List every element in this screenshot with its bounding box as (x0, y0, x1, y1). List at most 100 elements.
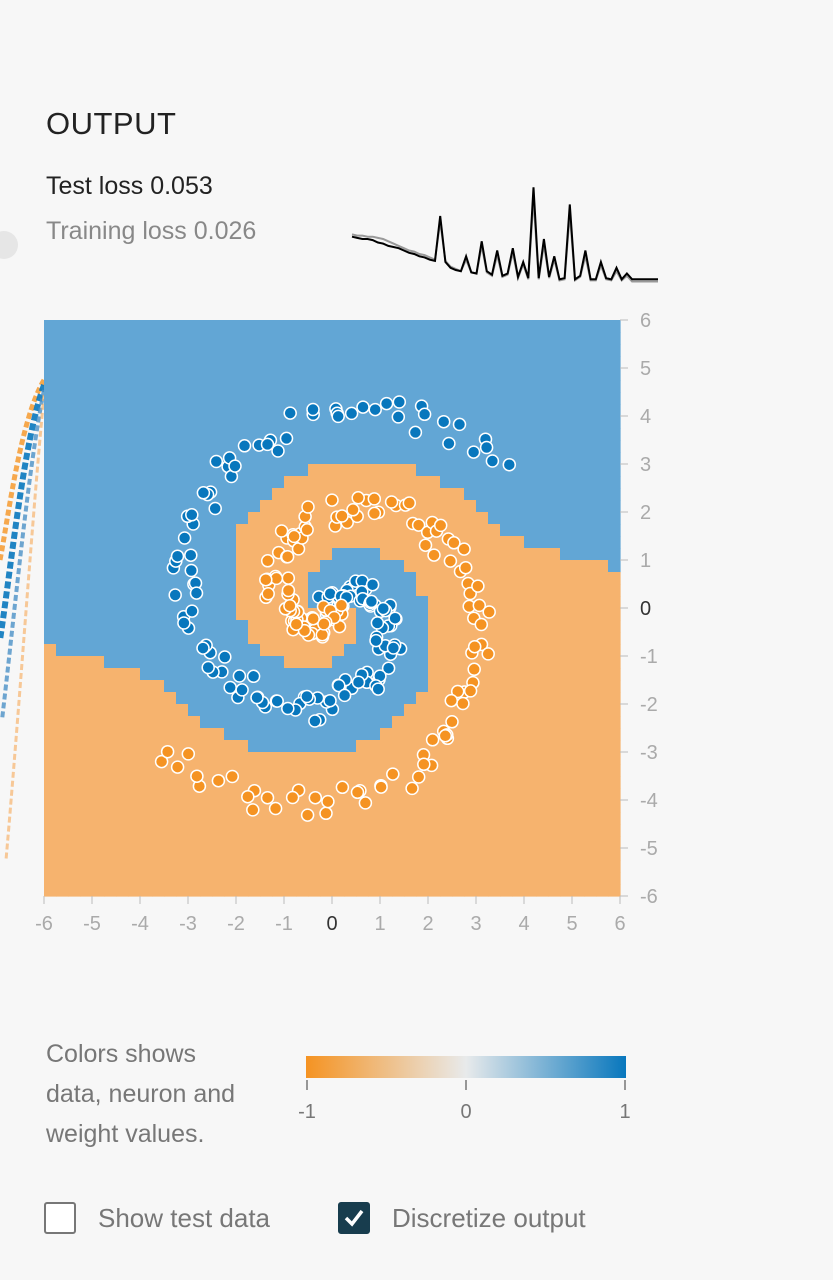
region-cell (188, 356, 201, 369)
region-cell (548, 848, 561, 861)
region-cell (92, 656, 105, 669)
region-cell (452, 584, 465, 597)
region-cell (356, 440, 369, 453)
region-cell (56, 560, 69, 573)
orange-data-point (301, 500, 315, 514)
region-cell (116, 788, 129, 801)
region-cell (260, 380, 273, 393)
region-cell (116, 380, 129, 393)
region-cell (488, 584, 501, 597)
region-cell (68, 716, 81, 729)
region-cell (548, 512, 561, 525)
region-cell (584, 536, 597, 549)
region-cell (452, 668, 465, 681)
region-cell (344, 476, 357, 489)
region-cell (212, 548, 225, 561)
region-cell (44, 632, 57, 645)
region-cell (476, 548, 489, 561)
region-cell (512, 356, 525, 369)
region-cell (284, 452, 297, 465)
region-cell (320, 884, 333, 897)
region-cell (236, 752, 249, 765)
region-cell (452, 380, 465, 393)
region-cell (236, 572, 249, 585)
region-cell (68, 368, 81, 381)
region-cell (272, 788, 285, 801)
region-cell (584, 380, 597, 393)
show-test-data-checkbox[interactable] (44, 1202, 76, 1234)
region-cell (272, 392, 285, 405)
region-cell (428, 416, 441, 429)
region-cell (536, 860, 549, 873)
region-cell (56, 656, 69, 669)
region-cell (572, 644, 585, 657)
region-cell (176, 500, 189, 513)
region-cell (128, 344, 141, 357)
region-cell (116, 368, 129, 381)
blue-data-point (479, 440, 494, 455)
region-cell (440, 764, 453, 777)
region-cell (608, 596, 621, 609)
region-cell (320, 836, 333, 849)
region-cell (44, 488, 57, 501)
orange-data-point (170, 760, 185, 774)
blue-data-point (332, 678, 346, 693)
region-cell (308, 572, 321, 585)
discretize-output-toggle[interactable]: Discretize output (338, 1200, 586, 1236)
region-cell (44, 644, 57, 657)
region-cell (380, 560, 393, 573)
region-cell (80, 692, 93, 705)
region-cell (536, 440, 549, 453)
region-cell (92, 848, 105, 861)
region-cell (428, 320, 441, 333)
region-cell (80, 416, 93, 429)
region-cell (596, 596, 609, 609)
orange-data-point (402, 496, 417, 510)
blue-data-point (228, 459, 242, 473)
region-cell (380, 368, 393, 381)
region-cell (128, 368, 141, 381)
region-cell (500, 416, 513, 429)
region-cell (92, 332, 105, 345)
region-cell (368, 884, 381, 897)
region-cell (92, 692, 105, 705)
region-cell (92, 320, 105, 333)
region-cell (56, 512, 69, 525)
region-cell (332, 560, 345, 573)
region-cell (356, 560, 369, 573)
region-cell (200, 416, 213, 429)
region-cell (80, 344, 93, 357)
region-cell (320, 452, 333, 465)
region-cell (476, 824, 489, 837)
region-cell (500, 812, 513, 825)
blue-data-point (442, 436, 456, 451)
region-cell (428, 692, 441, 705)
region-cell (320, 332, 333, 345)
blue-data-point (232, 669, 247, 683)
region-cell (56, 584, 69, 597)
region-cell (416, 728, 429, 741)
region-cell (164, 884, 177, 897)
show-test-data-toggle[interactable]: Show test data (44, 1200, 270, 1236)
region-cell (92, 788, 105, 801)
region-cell (68, 740, 81, 753)
region-cell (188, 692, 201, 705)
region-cell (392, 332, 405, 345)
region-cell (248, 500, 261, 513)
region-cell (476, 356, 489, 369)
region-cell (332, 380, 345, 393)
blue-data-point (485, 454, 500, 468)
region-cell (176, 836, 189, 849)
region-cell (536, 656, 549, 669)
region-cell (416, 356, 429, 369)
region-cell (68, 680, 81, 693)
region-cell (560, 392, 573, 405)
region-cell (512, 848, 525, 861)
region-cell (500, 512, 513, 525)
region-cell (104, 404, 117, 417)
region-cell (356, 416, 369, 429)
region-cell (68, 416, 81, 429)
discretize-output-checkbox[interactable] (338, 1202, 370, 1234)
region-cell (512, 368, 525, 381)
region-cell (176, 716, 189, 729)
